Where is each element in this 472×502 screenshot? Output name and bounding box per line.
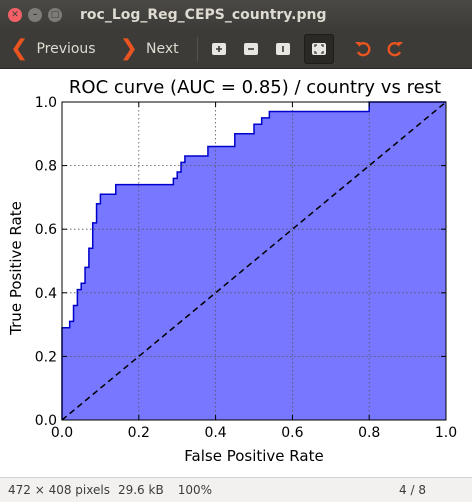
y-tick-label: 0.0 bbox=[35, 413, 57, 429]
x-tick-label: 0.4 bbox=[204, 425, 226, 441]
file-size: 29.6 kB bbox=[117, 483, 164, 497]
next-label: Next bbox=[146, 41, 179, 57]
title-bar: ✕ – □ roc_Log_Reg_CEPS_country.png bbox=[0, 0, 472, 30]
y-tick-label: 0.6 bbox=[35, 222, 57, 238]
close-window-button[interactable]: ✕ bbox=[8, 8, 22, 22]
y-axis-label: True Positive Rate bbox=[7, 201, 25, 336]
next-button[interactable]: ❯ Next bbox=[114, 34, 185, 64]
roc-chart: ROC curve (AUC = 0.85) / country vs rest… bbox=[7, 77, 457, 465]
x-tick-label: 0.2 bbox=[128, 425, 150, 441]
previous-label: Previous bbox=[36, 41, 96, 57]
page-counter: 4 / 8 bbox=[399, 483, 426, 497]
x-tick-label: 0.6 bbox=[281, 425, 303, 441]
rotate-left-icon[interactable] bbox=[352, 38, 374, 60]
image-dimensions: 472 × 408 pixels bbox=[8, 483, 110, 497]
x-axis-label: False Positive Rate bbox=[184, 447, 323, 465]
image-canvas: ROC curve (AUC = 0.85) / country vs rest… bbox=[0, 69, 472, 477]
chevron-right-icon: ❯ bbox=[119, 36, 139, 61]
normal-size-icon[interactable] bbox=[272, 38, 294, 60]
minimize-window-button[interactable]: – bbox=[28, 8, 42, 22]
y-tick-label: 1.0 bbox=[35, 95, 57, 111]
zoom-level: 100% bbox=[177, 483, 212, 497]
window-title: roc_Log_Reg_CEPS_country.png bbox=[80, 7, 327, 23]
y-tick-label: 0.4 bbox=[35, 286, 57, 302]
best-fit-icon[interactable] bbox=[303, 34, 334, 64]
x-tick-label: 0.8 bbox=[358, 425, 380, 441]
y-tick-label: 0.2 bbox=[35, 349, 57, 365]
previous-button[interactable]: ❮ Previous bbox=[4, 34, 102, 64]
status-bar: 472 × 408 pixels 29.6 kB 100% 4 / 8 bbox=[0, 477, 472, 502]
zoom-in-icon[interactable] bbox=[208, 38, 230, 60]
x-tick-label: 0.0 bbox=[51, 425, 73, 441]
toolbar: ❮ Previous ❯ Next bbox=[0, 30, 472, 69]
plot-frame bbox=[61, 101, 447, 421]
chart-title: ROC curve (AUC = 0.85) / country vs rest bbox=[69, 77, 441, 98]
zoom-out-icon[interactable] bbox=[240, 38, 262, 60]
x-tick-label: 1.0 bbox=[435, 425, 457, 441]
toolbar-separator bbox=[196, 37, 198, 61]
y-tick-label: 0.8 bbox=[35, 159, 57, 175]
rotate-right-icon[interactable] bbox=[384, 38, 406, 60]
chance-diagonal-line bbox=[61, 101, 447, 421]
chevron-left-icon: ❮ bbox=[10, 36, 29, 61]
roc-curve-line bbox=[61, 101, 446, 420]
maximize-window-button[interactable]: □ bbox=[48, 8, 62, 22]
